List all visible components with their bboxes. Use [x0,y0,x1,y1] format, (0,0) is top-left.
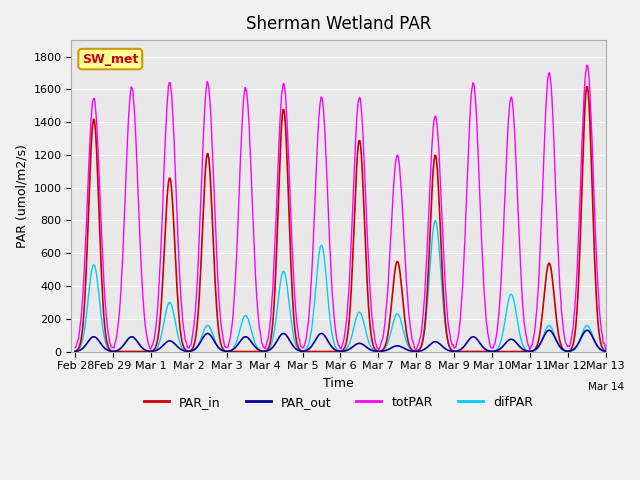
Line: PAR_out: PAR_out [75,330,640,351]
difPAR [447,346,454,351]
PAR_in [82,284,90,289]
PAR_in [141,348,148,354]
Line: difPAR: difPAR [75,221,640,351]
PAR_out [429,340,436,346]
Text: Mar 14: Mar 14 [588,382,624,392]
Y-axis label: PAR (umol/m2/s): PAR (umol/m2/s) [15,144,28,248]
Line: totPAR: totPAR [75,65,640,351]
PAR_out [140,347,148,352]
difPAR [109,348,117,354]
PAR_in [429,166,437,171]
PAR_out [198,337,205,343]
Title: Sherman Wetland PAR: Sherman Wetland PAR [246,15,431,33]
Line: PAR_in: PAR_in [75,87,640,351]
Legend: PAR_in, PAR_out, totPAR, difPAR: PAR_in, PAR_out, totPAR, difPAR [140,391,538,414]
totPAR [228,324,236,330]
totPAR [140,308,148,314]
totPAR [429,135,436,141]
totPAR [71,345,79,351]
difPAR [198,332,206,337]
totPAR [445,326,453,332]
totPAR [82,243,90,249]
difPAR [429,226,437,231]
difPAR [141,348,148,354]
difPAR [82,320,90,326]
totPAR [603,348,611,354]
PAR_in [583,84,591,90]
PAR_in [228,348,236,354]
X-axis label: Time: Time [323,377,354,390]
difPAR [228,347,236,352]
difPAR [71,348,79,354]
Text: SW_met: SW_met [82,53,138,66]
PAR_in [198,227,206,233]
difPAR [431,218,439,224]
PAR_in [109,348,117,354]
PAR_out [71,348,79,354]
PAR_in [71,348,79,354]
PAR_out [603,348,611,354]
PAR_out [228,348,236,353]
PAR_out [545,327,552,333]
PAR_out [445,348,453,354]
totPAR [198,177,205,182]
PAR_in [446,345,454,350]
PAR_out [82,342,90,348]
totPAR [583,62,591,68]
